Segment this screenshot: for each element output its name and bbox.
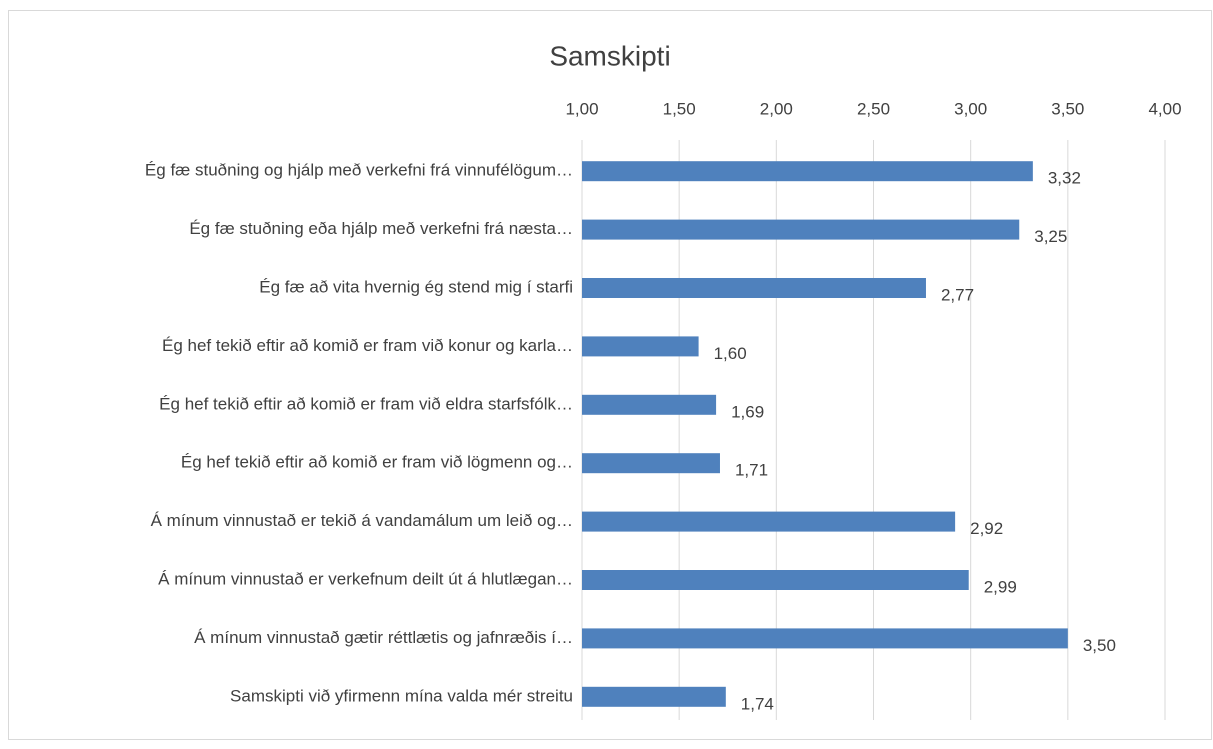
x-tick-label: 4,00 [1148,99,1181,118]
value-label: 2,92 [970,519,1003,538]
bar [582,511,956,532]
x-tick-label: 1,00 [565,99,598,118]
y-tick-label: Samskipti við yfirmenn mína valda mér st… [230,686,573,705]
x-tick-label: 3,50 [1051,99,1084,118]
y-tick-label: Ég fæ stuðning eða hjálp með verkefni fr… [189,219,573,238]
value-label: 1,69 [731,402,764,421]
bar [582,219,1020,240]
y-tick-label: Ég fæ stuðning og hjálp með verkefni frá… [145,161,573,180]
value-label: 3,25 [1034,227,1067,246]
bar [582,453,720,474]
value-label: 1,71 [735,461,768,480]
value-label: 1,74 [741,694,774,713]
y-tick-label: Á mínum vinnustað er tekið á vandamálum … [151,511,573,530]
value-label: 3,32 [1048,169,1081,188]
y-tick-label: Ég fæ að vita hvernig ég stend mig í sta… [259,277,573,296]
x-tick-label: 2,50 [857,99,890,118]
y-tick-label: Á mínum vinnustað er verkefnum deilt út … [158,569,573,588]
bar [582,161,1033,182]
y-tick-label: Á mínum vinnustað gætir réttlætis og jaf… [194,628,573,647]
bar [582,278,926,298]
value-label: 1,60 [714,344,747,363]
chart-border [8,10,1212,740]
x-tick-label: 1,50 [663,99,696,118]
value-label: 3,50 [1083,636,1116,655]
chart-title: Samskipti [549,40,670,71]
x-tick-label: 3,00 [954,99,987,118]
bar [582,628,1068,649]
y-tick-label: Ég hef tekið eftir að komið er fram við … [162,336,573,355]
bar [582,394,717,415]
value-label: 2,99 [984,577,1017,596]
bar [582,336,699,357]
bar [582,686,726,707]
value-label: 2,77 [941,285,974,304]
y-tick-label: Ég hef tekið eftir að komið er fram við … [181,453,573,472]
y-tick-label: Ég hef tekið eftir að komið er fram við … [159,394,573,413]
x-tick-label: 2,00 [760,99,793,118]
bar [582,570,969,590]
